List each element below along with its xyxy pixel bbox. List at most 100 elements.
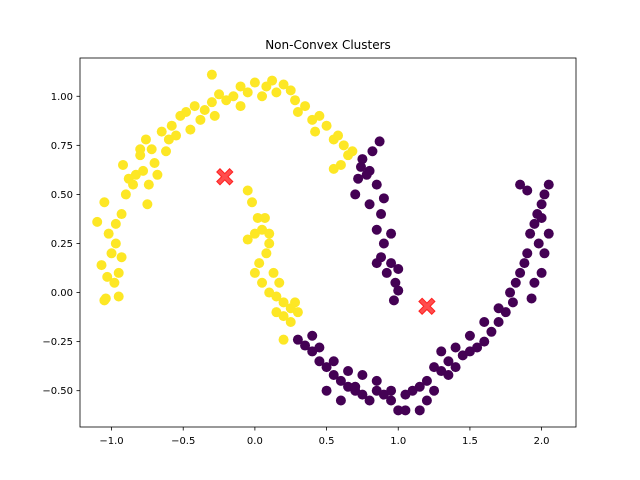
data-point bbox=[290, 95, 301, 106]
data-point bbox=[247, 197, 258, 208]
data-point bbox=[214, 89, 225, 100]
data-point bbox=[285, 85, 296, 96]
data-point bbox=[378, 193, 389, 204]
data-point bbox=[116, 252, 127, 263]
data-point bbox=[268, 267, 279, 278]
data-point bbox=[400, 405, 411, 416]
data-point bbox=[321, 362, 332, 373]
data-point bbox=[292, 334, 303, 345]
data-point bbox=[525, 228, 536, 239]
data-point bbox=[195, 114, 206, 125]
data-point bbox=[507, 297, 518, 308]
data-point bbox=[429, 362, 440, 373]
data-point bbox=[271, 291, 282, 302]
data-point bbox=[310, 126, 321, 137]
data-point bbox=[110, 218, 121, 229]
data-point bbox=[421, 375, 432, 386]
data-point bbox=[103, 228, 114, 239]
data-point bbox=[257, 91, 268, 102]
data-point bbox=[140, 134, 151, 145]
data-point bbox=[388, 295, 399, 306]
data-point bbox=[353, 173, 364, 184]
data-point bbox=[515, 267, 526, 278]
data-point bbox=[242, 87, 253, 98]
data-point bbox=[199, 105, 210, 116]
data-point bbox=[536, 212, 547, 223]
data-point bbox=[429, 385, 440, 396]
data-point bbox=[261, 248, 272, 259]
data-point bbox=[235, 81, 246, 92]
data-point bbox=[328, 356, 339, 367]
data-point bbox=[113, 291, 124, 302]
data-point bbox=[522, 248, 533, 259]
data-point bbox=[206, 69, 217, 80]
data-point bbox=[357, 154, 368, 165]
data-point bbox=[390, 277, 401, 288]
data-point bbox=[274, 277, 285, 288]
centroid-layer bbox=[216, 168, 436, 315]
data-point bbox=[254, 258, 265, 269]
data-point bbox=[539, 189, 550, 200]
data-point bbox=[386, 258, 397, 269]
data-point bbox=[120, 189, 131, 200]
data-point bbox=[364, 395, 375, 406]
data-point bbox=[355, 161, 366, 172]
data-point bbox=[113, 267, 124, 278]
data-point bbox=[189, 101, 200, 112]
data-point bbox=[357, 389, 368, 400]
data-point bbox=[278, 79, 289, 90]
data-point bbox=[393, 263, 404, 274]
data-point bbox=[347, 146, 358, 157]
data-point bbox=[519, 258, 530, 269]
data-point bbox=[321, 120, 332, 131]
data-point bbox=[300, 340, 311, 351]
data-point bbox=[278, 334, 289, 345]
data-point bbox=[393, 285, 404, 296]
centroid-marker bbox=[216, 168, 234, 186]
data-point bbox=[450, 342, 461, 353]
data-point bbox=[264, 238, 275, 249]
data-point bbox=[171, 130, 182, 141]
data-point bbox=[109, 277, 120, 288]
data-point bbox=[522, 185, 533, 196]
data-point bbox=[314, 356, 325, 367]
data-point bbox=[292, 106, 303, 117]
data-point bbox=[102, 271, 113, 282]
data-point bbox=[209, 110, 220, 121]
data-point bbox=[376, 209, 387, 220]
data-point bbox=[116, 209, 127, 220]
data-point bbox=[118, 159, 129, 170]
data-point bbox=[161, 146, 172, 157]
data-point bbox=[128, 179, 139, 190]
data-point bbox=[374, 136, 385, 147]
data-point bbox=[421, 395, 432, 406]
plot-frame bbox=[79, 57, 577, 428]
data-point bbox=[242, 185, 253, 196]
data-point bbox=[386, 395, 397, 406]
data-point bbox=[393, 405, 404, 416]
data-point bbox=[185, 124, 196, 135]
data-point bbox=[206, 97, 217, 108]
data-point bbox=[152, 169, 163, 180]
y-tick-label: 0.00 bbox=[51, 288, 73, 299]
data-point bbox=[371, 224, 382, 235]
data-point bbox=[92, 216, 103, 227]
data-point bbox=[264, 228, 275, 239]
y-tick-label: −0.25 bbox=[42, 337, 73, 348]
data-point bbox=[505, 287, 516, 298]
points-layer bbox=[92, 69, 554, 416]
data-point bbox=[367, 146, 378, 157]
data-point bbox=[335, 375, 346, 386]
data-point bbox=[252, 212, 263, 223]
data-point bbox=[479, 316, 490, 327]
data-point bbox=[290, 297, 301, 308]
data-point bbox=[371, 375, 382, 386]
data-point bbox=[493, 303, 504, 314]
data-point bbox=[96, 260, 107, 271]
data-point bbox=[142, 199, 153, 210]
data-point bbox=[533, 238, 544, 249]
data-point bbox=[249, 77, 260, 88]
data-point bbox=[543, 179, 554, 190]
x-tick-label: −0.5 bbox=[171, 436, 195, 447]
